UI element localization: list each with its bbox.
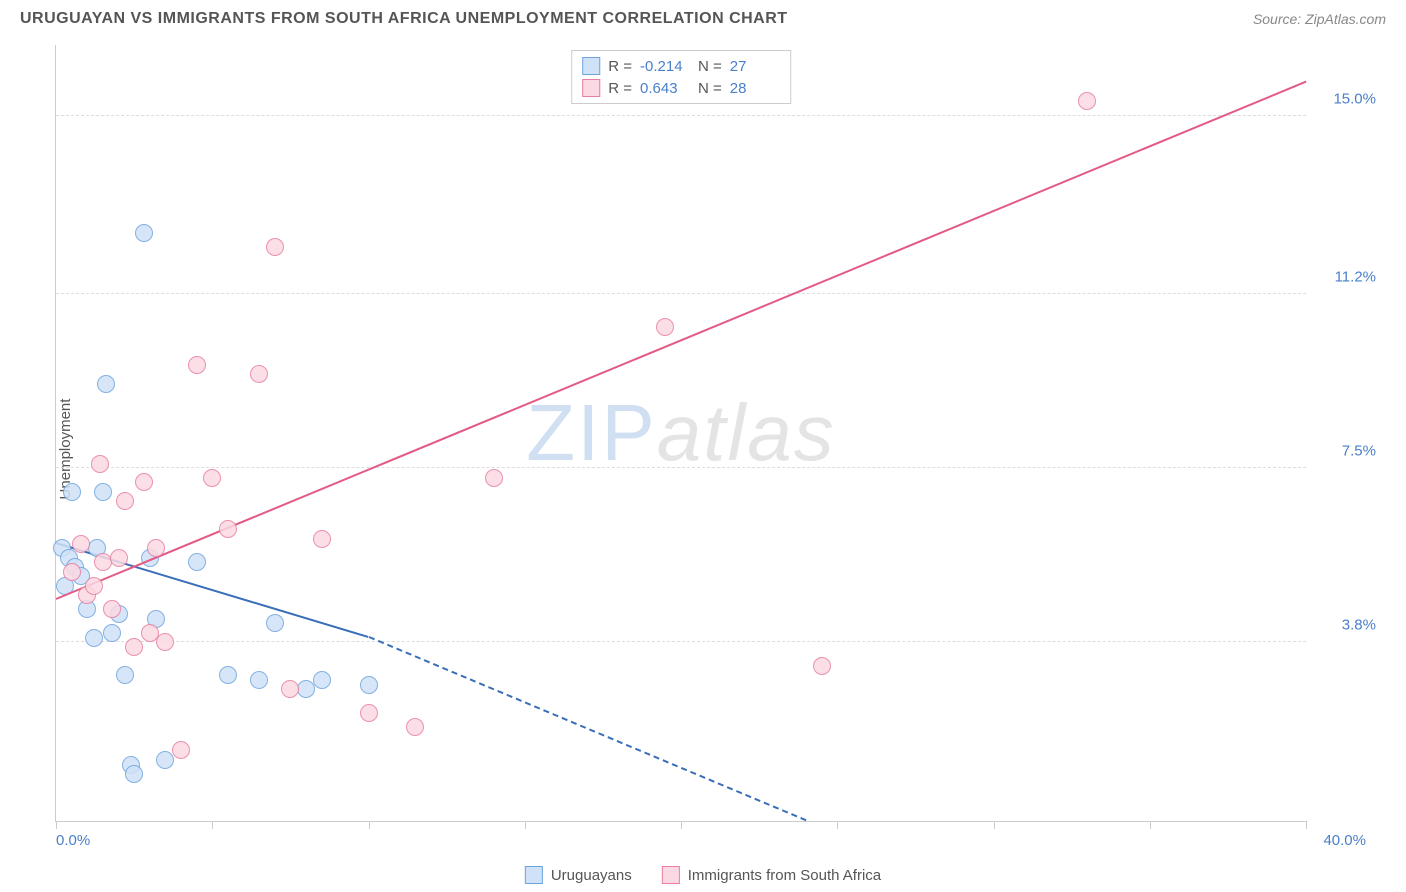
grid-line (56, 293, 1306, 294)
x-tick (1150, 821, 1151, 829)
data-point (219, 666, 237, 684)
data-point (203, 469, 221, 487)
data-point (266, 238, 284, 256)
data-point (281, 680, 299, 698)
data-point (135, 224, 153, 242)
chart-source: Source: ZipAtlas.com (1253, 11, 1386, 27)
x-min-label: 0.0% (56, 832, 90, 849)
data-point (313, 530, 331, 548)
r-value: -0.214 (640, 58, 690, 75)
data-point (656, 318, 674, 336)
data-point (91, 455, 109, 473)
data-point (360, 704, 378, 722)
data-point (72, 535, 90, 553)
data-point (360, 676, 378, 694)
stats-row: R = 0.643 N = 28 (582, 77, 780, 99)
data-point (1078, 92, 1096, 110)
x-tick (525, 821, 526, 829)
data-point (188, 356, 206, 374)
y-tick-label: 3.8% (1342, 617, 1376, 634)
x-tick (837, 821, 838, 829)
trend-line (56, 81, 1307, 600)
y-tick-label: 7.5% (1342, 443, 1376, 460)
data-point (125, 638, 143, 656)
chart-title: URUGUAYAN VS IMMIGRANTS FROM SOUTH AFRIC… (20, 10, 788, 28)
grid-line (56, 641, 1306, 642)
data-point (63, 483, 81, 501)
x-tick (212, 821, 213, 829)
legend-item: Uruguayans (525, 866, 632, 884)
watermark-zip: ZIP (526, 388, 656, 477)
legend-label: Uruguayans (551, 867, 632, 884)
y-tick-label: 11.2% (1335, 269, 1376, 286)
data-point (485, 469, 503, 487)
n-label: N = (698, 58, 722, 75)
legend-swatch (525, 866, 543, 884)
chart-area: Unemployment ZIPatlas R =-0.214N =27R =0… (45, 45, 1386, 852)
x-tick (56, 821, 57, 829)
data-point (116, 492, 134, 510)
data-point (147, 539, 165, 557)
n-value: 28 (730, 80, 780, 97)
y-tick-label: 15.0% (1333, 90, 1376, 107)
data-point (103, 624, 121, 642)
x-tick (681, 821, 682, 829)
data-point (85, 629, 103, 647)
legend-swatch (662, 866, 680, 884)
data-point (125, 765, 143, 783)
x-tick (369, 821, 370, 829)
data-point (313, 671, 331, 689)
data-point (103, 600, 121, 618)
data-point (172, 741, 190, 759)
data-point (110, 549, 128, 567)
series-swatch (582, 79, 600, 97)
n-label: N = (698, 80, 722, 97)
data-point (116, 666, 134, 684)
stats-row: R = -0.214 N = 27 (582, 55, 780, 77)
n-value: 27 (730, 58, 780, 75)
stats-legend-box: R = -0.214 N = 27 R = 0.643 N = 28 (571, 50, 791, 104)
data-point (188, 553, 206, 571)
x-tick (1306, 821, 1307, 829)
trend-line-extension (368, 636, 806, 821)
data-point (156, 633, 174, 651)
watermark-atlas: atlas (657, 388, 836, 477)
x-max-label: 40.0% (1323, 832, 1366, 849)
data-point (94, 483, 112, 501)
grid-line (56, 115, 1306, 116)
plot-area: ZIPatlas R =-0.214N =27R =0.643N =28 3.8… (55, 45, 1306, 822)
data-point (97, 375, 115, 393)
data-point (85, 577, 103, 595)
data-point (63, 563, 81, 581)
data-point (813, 657, 831, 675)
chart-header: URUGUAYAN VS IMMIGRANTS FROM SOUTH AFRIC… (0, 0, 1406, 33)
r-value: 0.643 (640, 80, 690, 97)
legend-label: Immigrants from South Africa (688, 867, 881, 884)
watermark: ZIPatlas (526, 387, 835, 479)
x-tick (994, 821, 995, 829)
bottom-legend: Uruguayans Immigrants from South Africa (525, 866, 881, 884)
r-label: R = (608, 80, 632, 97)
data-point (266, 614, 284, 632)
data-point (250, 671, 268, 689)
data-point (406, 718, 424, 736)
legend-item: Immigrants from South Africa (662, 866, 881, 884)
r-label: R = (608, 58, 632, 75)
data-point (250, 365, 268, 383)
data-point (219, 520, 237, 538)
grid-line (56, 467, 1306, 468)
data-point (135, 473, 153, 491)
series-swatch (582, 57, 600, 75)
